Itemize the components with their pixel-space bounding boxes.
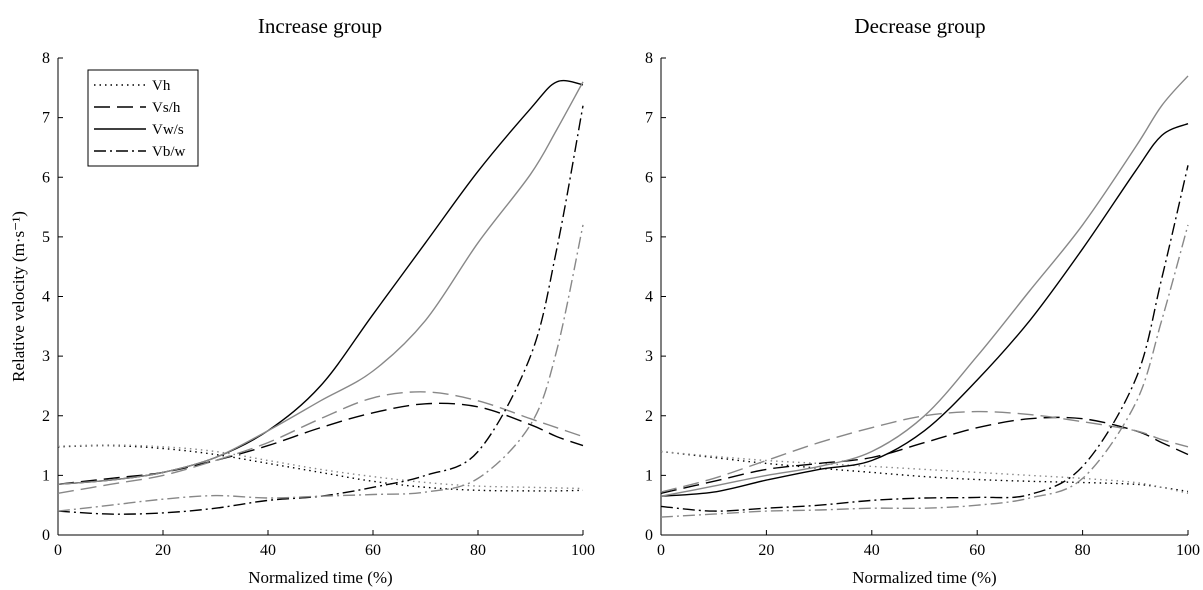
y-tick-label: 7 [645, 110, 653, 127]
y-tick-label: 6 [645, 169, 653, 186]
y-tick-label: 2 [645, 408, 653, 425]
chart-title: Increase group [258, 14, 382, 38]
y-tick-label: 1 [645, 467, 653, 484]
y-tick-label: 0 [42, 527, 50, 544]
series-line-vb-w-gray [660, 224, 1189, 518]
series-line-vh-black [57, 444, 584, 492]
y-tick-label: 3 [645, 348, 653, 365]
series-line-vb-w-gray [57, 224, 584, 512]
y-tick-label: 8 [42, 50, 50, 67]
series-line-vw-s-gray [57, 81, 584, 485]
x-tick-label: 100 [1176, 542, 1200, 559]
y-tick-label: 5 [645, 229, 653, 246]
series-line-vw-s-gray [660, 75, 1189, 497]
y-tick-label: 0 [645, 527, 653, 544]
x-tick-label: 80 [1075, 542, 1091, 559]
x-tick-label: 100 [571, 542, 595, 559]
legend-label: Vw/s [152, 122, 184, 138]
series-line-vs-h-black [660, 416, 1189, 494]
y-axis-label: Relative velocity (m·s⁻¹) [9, 211, 28, 382]
legend-box [87, 69, 199, 167]
series-line-vs-h-gray [660, 410, 1189, 493]
chart-panel-2: Decrease group 0 20 40 60 80 100 0 1 2 3 4 5 6 7 8 Norma… [645, 14, 1200, 587]
x-tick-label: 40 [864, 542, 880, 559]
series-line-vw-s-black [660, 122, 1189, 497]
y-tick-label: 4 [42, 289, 50, 306]
x-axis-label: Normalized time (%) [248, 568, 392, 587]
x-tick-label: 80 [470, 542, 486, 559]
y-tick-label: 5 [42, 229, 50, 246]
y-tick-label: 3 [42, 348, 50, 365]
y-tick-label: 7 [42, 110, 50, 127]
chart-panel-1: Increase group 0 20 40 60 80 100 0 1 2 3 4 5 6 7 8 Norma… [9, 14, 595, 587]
y-tick-label: 8 [645, 50, 653, 67]
y-tick-label: 2 [42, 408, 50, 425]
x-tick-label: 0 [657, 542, 665, 559]
legend: Vh Vs/h Vw/s Vb/w [87, 69, 199, 167]
x-tick-label: 20 [155, 542, 171, 559]
series-line-vh-gray [57, 444, 584, 490]
y-tick-label: 1 [42, 467, 50, 484]
x-axis-label: Normalized time (%) [852, 568, 996, 587]
y-tick-label: 6 [42, 169, 50, 186]
x-tick-label: 40 [260, 542, 276, 559]
x-tick-label: 60 [365, 542, 381, 559]
chart-title: Decrease group [854, 14, 985, 38]
series-line-vs-h-gray [57, 391, 584, 494]
x-tick-label: 20 [758, 542, 774, 559]
y-tick-label: 4 [645, 289, 653, 306]
x-tick-label: 0 [54, 542, 62, 559]
legend-label: Vh [152, 78, 171, 94]
series-line-vb-w-black [57, 105, 584, 515]
series-line-vb-w-black [660, 165, 1189, 512]
legend-label: Vs/h [152, 100, 181, 116]
x-tick-label: 60 [969, 542, 985, 559]
legend-label: Vb/w [152, 144, 186, 160]
series-line-vh-black [660, 450, 1189, 493]
